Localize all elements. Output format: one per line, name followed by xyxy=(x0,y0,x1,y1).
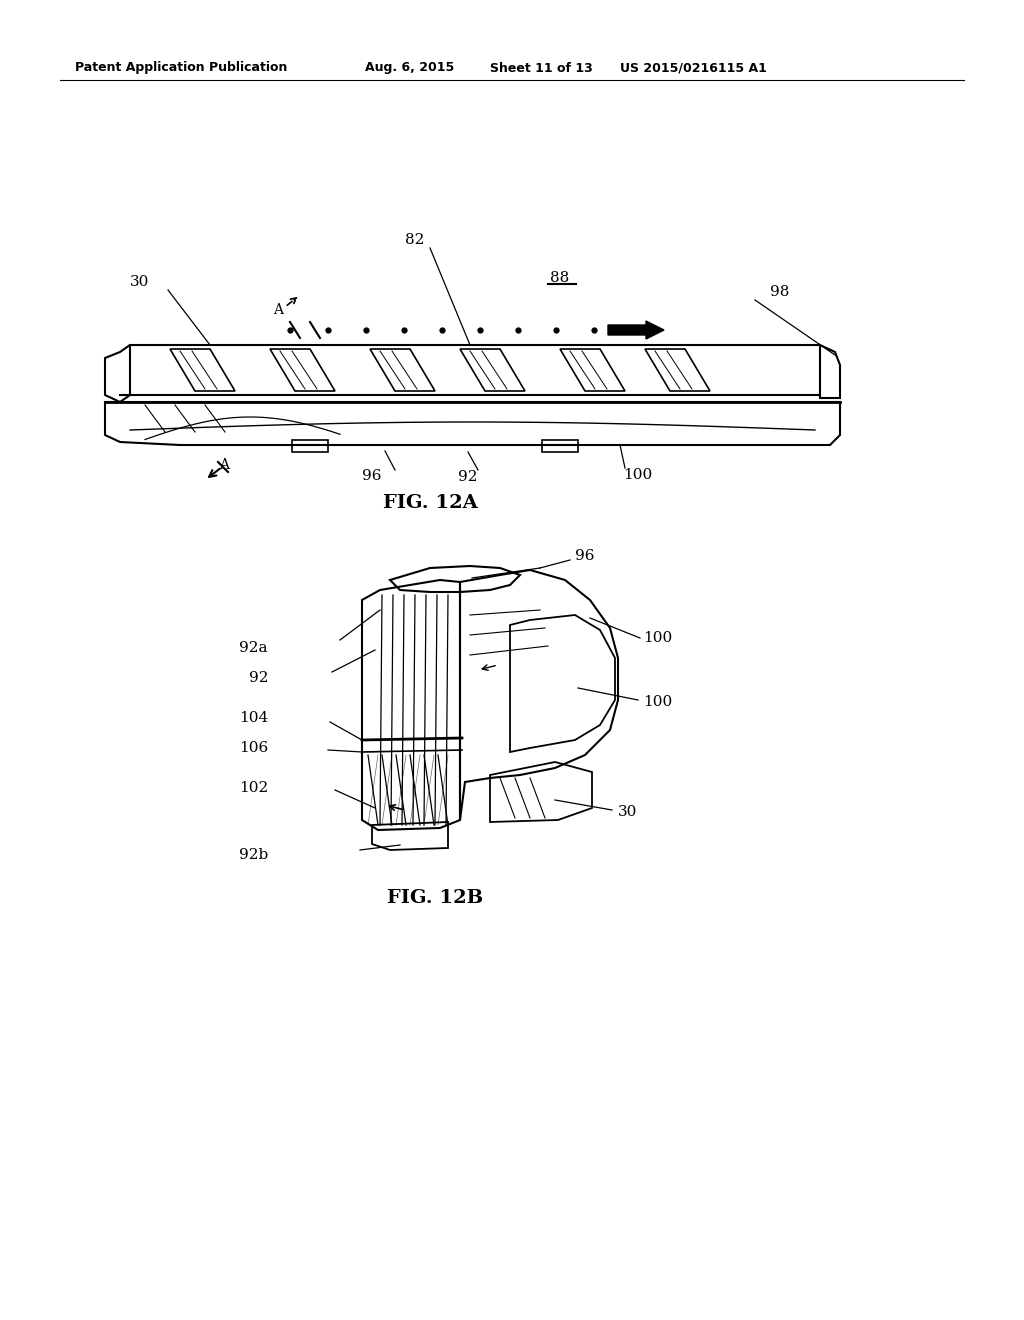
Text: A: A xyxy=(219,458,229,473)
Text: 92: 92 xyxy=(459,470,478,484)
Text: 92b: 92b xyxy=(239,847,268,862)
Text: 88: 88 xyxy=(550,271,569,285)
Text: 30: 30 xyxy=(618,805,637,818)
Text: 96: 96 xyxy=(575,549,595,564)
Text: 100: 100 xyxy=(643,631,672,645)
Text: 100: 100 xyxy=(643,696,672,709)
Text: 98: 98 xyxy=(770,285,790,300)
Text: 106: 106 xyxy=(239,741,268,755)
Text: 100: 100 xyxy=(624,469,652,482)
FancyArrow shape xyxy=(608,321,664,339)
Text: 102: 102 xyxy=(239,781,268,795)
Text: 92: 92 xyxy=(249,671,268,685)
Text: A: A xyxy=(273,304,283,317)
Text: 30: 30 xyxy=(130,275,150,289)
Text: FIG. 12B: FIG. 12B xyxy=(387,888,483,907)
Text: 96: 96 xyxy=(362,469,382,483)
Text: FIG. 12A: FIG. 12A xyxy=(383,494,477,512)
Text: 92a: 92a xyxy=(240,642,268,655)
Text: Patent Application Publication: Patent Application Publication xyxy=(75,62,288,74)
Text: 82: 82 xyxy=(406,234,425,247)
Text: 104: 104 xyxy=(239,711,268,725)
Text: Aug. 6, 2015: Aug. 6, 2015 xyxy=(365,62,455,74)
Text: Sheet 11 of 13: Sheet 11 of 13 xyxy=(490,62,593,74)
Text: US 2015/0216115 A1: US 2015/0216115 A1 xyxy=(620,62,767,74)
